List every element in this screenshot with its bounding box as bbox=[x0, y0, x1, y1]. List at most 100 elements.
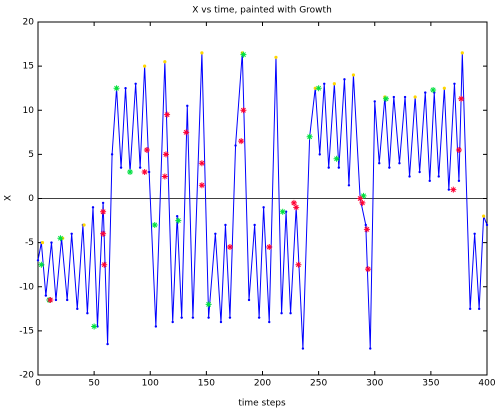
x-tick-label: 250 bbox=[310, 379, 327, 389]
point bbox=[234, 144, 237, 147]
point bbox=[337, 166, 341, 169]
asterisk-marker bbox=[198, 160, 205, 167]
point bbox=[482, 214, 486, 218]
point bbox=[262, 206, 265, 209]
point bbox=[143, 64, 147, 68]
point bbox=[388, 166, 391, 169]
asterisk-marker bbox=[127, 169, 134, 176]
point bbox=[224, 223, 227, 227]
point bbox=[378, 162, 381, 165]
point bbox=[138, 166, 142, 169]
point bbox=[447, 188, 451, 191]
point bbox=[364, 223, 367, 227]
point bbox=[457, 179, 461, 183]
x-tick-label: 50 bbox=[88, 379, 100, 389]
point bbox=[313, 86, 317, 90]
y-tick-label: 0 bbox=[28, 194, 34, 204]
point bbox=[424, 91, 427, 94]
point bbox=[332, 82, 336, 86]
y-tick-label: -5 bbox=[25, 238, 34, 248]
y-tick-label: 10 bbox=[23, 106, 35, 116]
chart-title: X vs time, painted with Growth bbox=[192, 6, 332, 16]
point bbox=[200, 51, 204, 55]
asterisk-marker bbox=[306, 133, 313, 140]
point bbox=[351, 73, 356, 77]
point bbox=[477, 307, 481, 311]
y-tick-label: 5 bbox=[28, 150, 34, 160]
point bbox=[86, 312, 89, 315]
x-tick-label: 350 bbox=[422, 379, 439, 389]
asterisk-marker bbox=[143, 146, 150, 153]
point bbox=[124, 86, 127, 90]
point bbox=[453, 82, 456, 85]
point bbox=[70, 232, 73, 235]
point bbox=[101, 201, 105, 205]
point bbox=[119, 166, 123, 169]
y-axis-label: X bbox=[4, 195, 14, 201]
point bbox=[40, 241, 45, 245]
asterisk-marker bbox=[360, 192, 367, 199]
point bbox=[44, 294, 48, 297]
point bbox=[65, 298, 69, 302]
point bbox=[191, 316, 195, 319]
point bbox=[403, 95, 407, 99]
point bbox=[247, 298, 251, 302]
y-tick-label: 15 bbox=[23, 62, 34, 72]
asterisk-marker bbox=[357, 195, 364, 202]
point bbox=[373, 100, 376, 103]
asterisk-marker bbox=[290, 199, 297, 206]
point bbox=[134, 82, 137, 85]
point bbox=[437, 175, 440, 178]
x-tick-label: 100 bbox=[142, 379, 159, 389]
point bbox=[301, 347, 305, 350]
point bbox=[163, 60, 167, 64]
asterisk-marker bbox=[47, 296, 54, 303]
asterisk-marker bbox=[100, 208, 107, 215]
point bbox=[147, 170, 151, 174]
x-tick-label: 400 bbox=[478, 379, 495, 389]
asterisk-marker bbox=[266, 244, 273, 251]
point bbox=[219, 320, 223, 324]
point bbox=[207, 316, 210, 319]
point bbox=[369, 347, 372, 350]
asterisk-marker bbox=[279, 208, 286, 215]
asterisk-marker bbox=[91, 323, 98, 330]
point bbox=[318, 153, 321, 156]
point bbox=[76, 307, 79, 311]
point bbox=[392, 95, 396, 99]
asterisk-marker bbox=[240, 51, 247, 58]
asterisk-marker bbox=[455, 146, 462, 153]
point bbox=[214, 232, 217, 235]
point bbox=[110, 153, 114, 156]
asterisk-marker bbox=[226, 244, 233, 251]
point bbox=[398, 162, 401, 165]
asterisk-marker bbox=[295, 261, 302, 268]
asterisk-marker bbox=[101, 261, 108, 268]
point bbox=[323, 82, 326, 85]
asterisk-marker bbox=[450, 186, 457, 193]
point bbox=[289, 312, 292, 315]
asterisk-marker bbox=[113, 85, 120, 92]
point bbox=[442, 86, 446, 90]
point bbox=[327, 166, 330, 169]
point bbox=[106, 342, 109, 346]
point bbox=[54, 298, 58, 302]
asterisk-marker bbox=[100, 230, 107, 237]
asterisk-marker bbox=[333, 155, 340, 162]
asterisk-marker bbox=[164, 111, 171, 118]
point bbox=[468, 307, 472, 311]
asterisk-marker bbox=[293, 204, 300, 211]
point bbox=[428, 179, 431, 183]
point bbox=[96, 325, 99, 328]
point bbox=[268, 320, 271, 324]
asterisk-marker bbox=[205, 301, 212, 308]
point bbox=[175, 214, 179, 218]
asterisk-marker bbox=[365, 266, 372, 273]
asterisk-marker bbox=[175, 217, 182, 224]
point bbox=[50, 241, 53, 244]
asterisk-marker bbox=[151, 221, 158, 228]
asterisk-marker bbox=[240, 107, 247, 114]
asterisk-marker bbox=[315, 85, 322, 92]
y-tick-label: -20 bbox=[19, 371, 34, 381]
